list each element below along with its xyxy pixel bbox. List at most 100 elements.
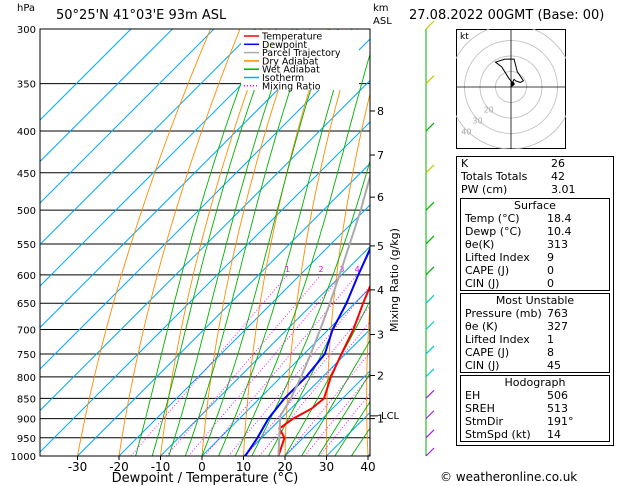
hodograph-row: StmSpd (kt) 14: [461, 428, 609, 441]
hodograph-row: SREH 513: [461, 402, 609, 415]
wind-barb: [425, 235, 435, 245]
isotherm-line: [243, 328, 370, 456]
mixing-ratio-line: [227, 285, 370, 456]
hodograph-row: EH 506: [461, 389, 609, 402]
legend-background: [241, 30, 359, 90]
legend-label: Wet Adiabat: [262, 65, 320, 76]
isotherm-line: [40, 29, 132, 121]
plot-frame: [39, 28, 371, 457]
pressure-tick-label: 1000: [11, 452, 36, 463]
km-tick-label: 3: [377, 329, 384, 342]
dry-adiabat-line: [325, 92, 370, 456]
isotherm-line: [40, 29, 339, 329]
hodograph-ring-label: 40: [461, 128, 471, 137]
surface-row: Lifted Index 9: [461, 251, 609, 264]
dry-adiabat-line: [284, 29, 359, 456]
km-tick-label: 7: [377, 149, 384, 162]
surface-value: 0: [547, 277, 554, 290]
wind-barb: [425, 20, 435, 30]
isotherm-line: [284, 370, 370, 456]
isotherm-line: [201, 287, 370, 456]
unstable-value: 8: [547, 346, 554, 359]
unstable-value: 45: [547, 359, 561, 372]
x-tick-label: -30: [68, 460, 88, 474]
x-tick-label: 20: [277, 460, 292, 474]
surface-label: Dewp (°C): [465, 225, 522, 238]
surface-row: CIN (J) 0: [461, 277, 609, 290]
unstable-value: 327: [547, 320, 568, 333]
wind-barb: [425, 447, 435, 457]
wet-adiabat-line: [168, 29, 293, 456]
dry-adiabat-line: [118, 29, 241, 456]
surface-block: Surface Temp (°C) 18.4 Dewp (°C) 10.4 θe(K) 3…: [460, 198, 610, 291]
isotherm-line: [40, 121, 370, 453]
km-tick-label: 8: [377, 105, 384, 118]
surface-value: 18.4: [547, 212, 572, 225]
pressure-tick-label: 350: [17, 80, 36, 91]
unstable-row: Pressure (mb) 763: [461, 307, 609, 320]
x-tick-label: 40: [360, 460, 375, 474]
surface-row: Temp (°C) 18.4: [461, 212, 609, 225]
index-row: PW (cm) 3.01: [457, 183, 613, 196]
pressure-unit-label: hPa: [17, 3, 36, 14]
dry-adiabat-line: [406, 29, 440, 456]
mixing-ratio-label: 6: [377, 265, 382, 274]
x-tick-label: -10: [151, 460, 171, 474]
legend-label: Mixing Ratio: [262, 81, 321, 92]
mixing-ratio-line: [319, 392, 370, 456]
pressure-tick-label: 550: [17, 240, 36, 251]
hodograph-value: 506: [547, 389, 568, 402]
isotherm-line: [160, 245, 370, 456]
pressure-tick-label: 300: [17, 25, 36, 36]
surface-label: Temp (°C): [465, 212, 520, 225]
wind-barb: [425, 164, 435, 174]
mixing-ratio-axis-label: Mixing Ratio (g/kg): [388, 228, 401, 332]
wet-adiabat-line: [184, 29, 311, 456]
legend-label: Dewpoint: [262, 40, 307, 51]
hodograph-unit-label: kt: [460, 32, 469, 42]
hodograph-label: StmDir: [465, 415, 504, 428]
surface-row: Dewp (°C) 10.4: [461, 225, 609, 238]
dry-adiabat-line: [77, 29, 211, 456]
hodograph-block: Hodograph EH 506 SREH 513 StmDir 191° StmSpd (…: [460, 375, 610, 442]
mixing-ratio-line: [166, 274, 322, 456]
wet-adiabat-line: [301, 339, 370, 456]
unstable-label: CAPE (J): [465, 346, 510, 359]
wind-barb: [425, 389, 435, 399]
legend-label: Dry Adiabat: [262, 56, 319, 67]
unstable-row: CIN (J) 45: [461, 359, 609, 372]
mixing-ratio-label: 1: [285, 265, 290, 274]
wet-adiabat-line: [218, 29, 353, 456]
dry-adiabat-line: [201, 29, 300, 456]
mixing-ratio-line: [188, 274, 343, 456]
wind-barb: [425, 429, 435, 439]
wind-barb: [425, 410, 435, 420]
wind-barb: [425, 345, 435, 355]
dry-adiabat-line: [243, 29, 329, 456]
mixing-ratio-line: [130, 274, 288, 456]
km-tick-label: 2: [377, 370, 384, 383]
pressure-tick-label: 500: [17, 206, 36, 217]
index-value: 3.01: [551, 183, 576, 196]
surface-label: CIN (J): [465, 277, 500, 290]
mixing-ratio-line: [285, 351, 370, 456]
lcl-label: LCL: [381, 411, 400, 422]
mixing-ratio-label: 10: [404, 265, 414, 274]
index-label: K: [461, 157, 469, 170]
wet-adiabat-line: [151, 29, 277, 456]
unstable-value: 763: [547, 307, 568, 320]
wind-barb: [425, 294, 435, 304]
hodograph-label: EH: [465, 389, 481, 402]
unstable-row: CAPE (J) 8: [461, 346, 609, 359]
surface-row: θe(K) 313: [461, 238, 609, 251]
isotherm-line: [40, 29, 256, 246]
wet-adiabat-line: [234, 52, 370, 456]
surface-label: θe(K): [465, 238, 495, 251]
hodograph-ring-label: 20: [484, 105, 494, 114]
x-tick-label: 0: [198, 460, 206, 474]
pressure-tick-label: 450: [17, 169, 36, 180]
hodograph-value: 14: [547, 428, 561, 441]
index-label: PW (cm): [461, 183, 508, 196]
